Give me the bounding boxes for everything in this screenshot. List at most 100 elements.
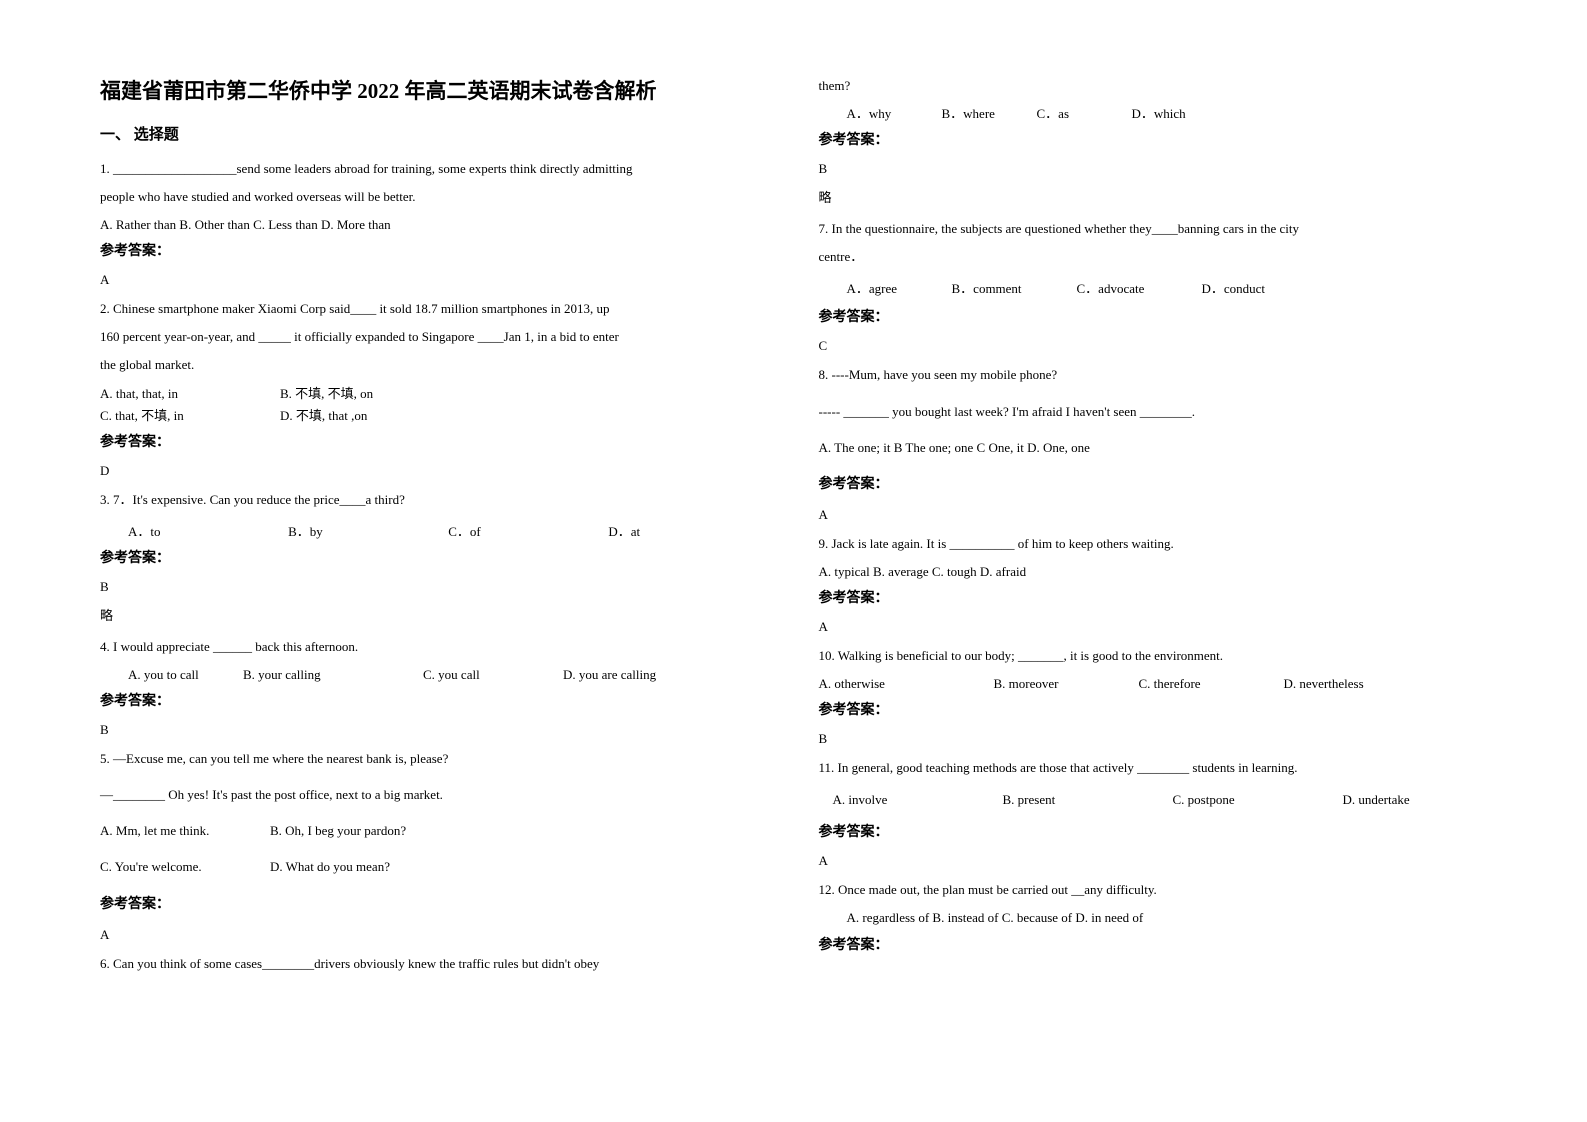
q2-optA: A. that, that, in (100, 383, 280, 405)
q3-optA: A．to (128, 521, 288, 543)
q6-text2: them? (819, 75, 1488, 97)
q1-options: A. Rather than B. Other than C. Less tha… (100, 214, 769, 236)
q11-optD: D. undertake (1343, 789, 1410, 811)
q9-options: A. typical B. average C. tough D. afraid (819, 561, 1488, 583)
answer-label: 参考答案： (100, 547, 769, 567)
q5-answer: A (100, 927, 769, 943)
q2-text2: 160 percent year-on-year, and _____ it o… (100, 326, 769, 348)
q10-optD: D. nevertheless (1284, 673, 1364, 695)
question-6-cont: them? A．why B．where C．as D．which 参考答案： B… (819, 75, 1488, 206)
question-5: 5. —Excuse me, can you tell me where the… (100, 748, 769, 942)
q6-text1: 6. Can you think of some cases________dr… (100, 953, 769, 975)
q11-optC: C. postpone (1173, 789, 1343, 811)
q3-optC: C．of (448, 521, 608, 543)
q5-text1: 5. —Excuse me, can you tell me where the… (100, 748, 769, 770)
q6-optD: D．which (1132, 103, 1186, 125)
q6-optC: C．as (1037, 103, 1132, 125)
q3-optD: D．at (608, 521, 768, 543)
q2-optD: D. 不填, that ,on (280, 405, 367, 427)
question-7: 7. In the questionnaire, the subjects ar… (819, 218, 1488, 354)
q5-optC: C. You're welcome. (100, 856, 270, 878)
q11-text: 11. In general, good teaching methods ar… (819, 757, 1488, 779)
q11-answer: A (819, 853, 1488, 869)
q2-answer: D (100, 463, 769, 479)
q9-answer: A (819, 619, 1488, 635)
right-column: them? A．why B．where C．as D．which 参考答案： B… (819, 75, 1488, 981)
q3-optB: B．by (288, 521, 448, 543)
q3-answer: B (100, 579, 769, 595)
q4-optC: C. you call (423, 664, 563, 686)
q9-text: 9. Jack is late again. It is __________ … (819, 533, 1488, 555)
q10-optC: C. therefore (1139, 673, 1284, 695)
q7-optB: B．comment (952, 278, 1077, 300)
answer-label: 参考答案： (819, 306, 1488, 326)
q3-note: 略 (100, 605, 769, 624)
q1-text1: send some leaders abroad for training, s… (237, 161, 633, 176)
q2-text1: 2. Chinese smartphone maker Xiaomi Corp … (100, 298, 769, 320)
question-1: 1. ___________________send some leaders … (100, 158, 769, 288)
question-9: 9. Jack is late again. It is __________ … (819, 533, 1488, 635)
q4-optA: A. you to call (128, 664, 243, 686)
page-container: 福建省莆田市第二华侨中学 2022 年高二英语期末试卷含解析 一、 选择题 1.… (0, 0, 1587, 1021)
answer-label: 参考答案： (819, 699, 1488, 719)
q7-optA: A．agree (847, 278, 952, 300)
question-8: 8. ----Mum, have you seen my mobile phon… (819, 364, 1488, 522)
q6-optA: A．why (847, 103, 942, 125)
q7-optD: D．conduct (1202, 278, 1266, 300)
q4-optD: D. you are calling (563, 664, 656, 686)
q10-answer: B (819, 731, 1488, 747)
question-11: 11. In general, good teaching methods ar… (819, 757, 1488, 869)
q1-stem: 1. ___________________send some leaders … (100, 158, 769, 180)
q6-options: A．why B．where C．as D．which (819, 103, 1488, 125)
q10-options: A. otherwise B. moreover C. therefore D.… (819, 673, 1488, 695)
answer-label: 参考答案： (100, 431, 769, 451)
q4-optB: B. your calling (243, 664, 423, 686)
q10-optB: B. moreover (994, 673, 1139, 695)
question-10: 10. Walking is beneficial to our body; _… (819, 645, 1488, 747)
q8-text2: ----- _______ you bought last week? I'm … (819, 401, 1488, 423)
q6-answer: B (819, 161, 1488, 177)
q1-answer: A (100, 272, 769, 288)
q1-text2: people who have studied and worked overs… (100, 186, 769, 208)
q8-options: A. The one; it B The one; one C One, it … (819, 437, 1488, 459)
q8-text1: 8. ----Mum, have you seen my mobile phon… (819, 364, 1488, 386)
q2-optB: B. 不填, 不填, on (280, 383, 373, 405)
q10-text: 10. Walking is beneficial to our body; _… (819, 645, 1488, 667)
q12-text: 12. Once made out, the plan must be carr… (819, 879, 1488, 901)
q3-text: 3. 7．It's expensive. Can you reduce the … (100, 489, 769, 511)
q7-text1: 7. In the questionnaire, the subjects ar… (819, 218, 1488, 240)
answer-label: 参考答案： (100, 893, 769, 913)
q5-row1: A. Mm, let me think. B. Oh, I beg your p… (100, 820, 769, 842)
page-title: 福建省莆田市第二华侨中学 2022 年高二英语期末试卷含解析 (100, 75, 769, 105)
answer-label: 参考答案： (100, 240, 769, 260)
q10-optA: A. otherwise (819, 673, 994, 695)
q7-optC: C．advocate (1077, 278, 1202, 300)
q2-options-row1: A. that, that, in B. 不填, 不填, on (100, 383, 769, 405)
answer-label: 参考答案： (819, 473, 1488, 493)
answer-label: 参考答案： (819, 934, 1488, 954)
q2-optC: C. that, 不填, in (100, 405, 280, 427)
q1-blank: ___________________ (113, 161, 237, 176)
q2-text3: the global market. (100, 354, 769, 376)
question-4: 4. I would appreciate ______ back this a… (100, 636, 769, 738)
question-2: 2. Chinese smartphone maker Xiaomi Corp … (100, 298, 769, 478)
q6-note: 略 (819, 187, 1488, 206)
q12-options: A. regardless of B. instead of C. becaus… (819, 907, 1488, 929)
q5-optD: D. What do you mean? (270, 856, 390, 878)
answer-label: 参考答案： (819, 129, 1488, 149)
q5-text2: —________ Oh yes! It's past the post off… (100, 784, 769, 806)
q5-optB: B. Oh, I beg your pardon? (270, 820, 406, 842)
q11-optB: B. present (1003, 789, 1173, 811)
q8-answer: A (819, 507, 1488, 523)
q11-optA: A. involve (833, 789, 1003, 811)
q7-answer: C (819, 338, 1488, 354)
q1-num: 1. (100, 161, 113, 176)
q3-options: A．to B．by C．of D．at (100, 521, 769, 543)
q2-options-row2: C. that, 不填, in D. 不填, that ,on (100, 405, 769, 427)
section-header: 一、 选择题 (100, 123, 769, 144)
q4-answer: B (100, 722, 769, 738)
left-column: 福建省莆田市第二华侨中学 2022 年高二英语期末试卷含解析 一、 选择题 1.… (100, 75, 769, 981)
q5-optA: A. Mm, let me think. (100, 820, 270, 842)
q4-options: A. you to call B. your calling C. you ca… (100, 664, 769, 686)
answer-label: 参考答案： (819, 587, 1488, 607)
